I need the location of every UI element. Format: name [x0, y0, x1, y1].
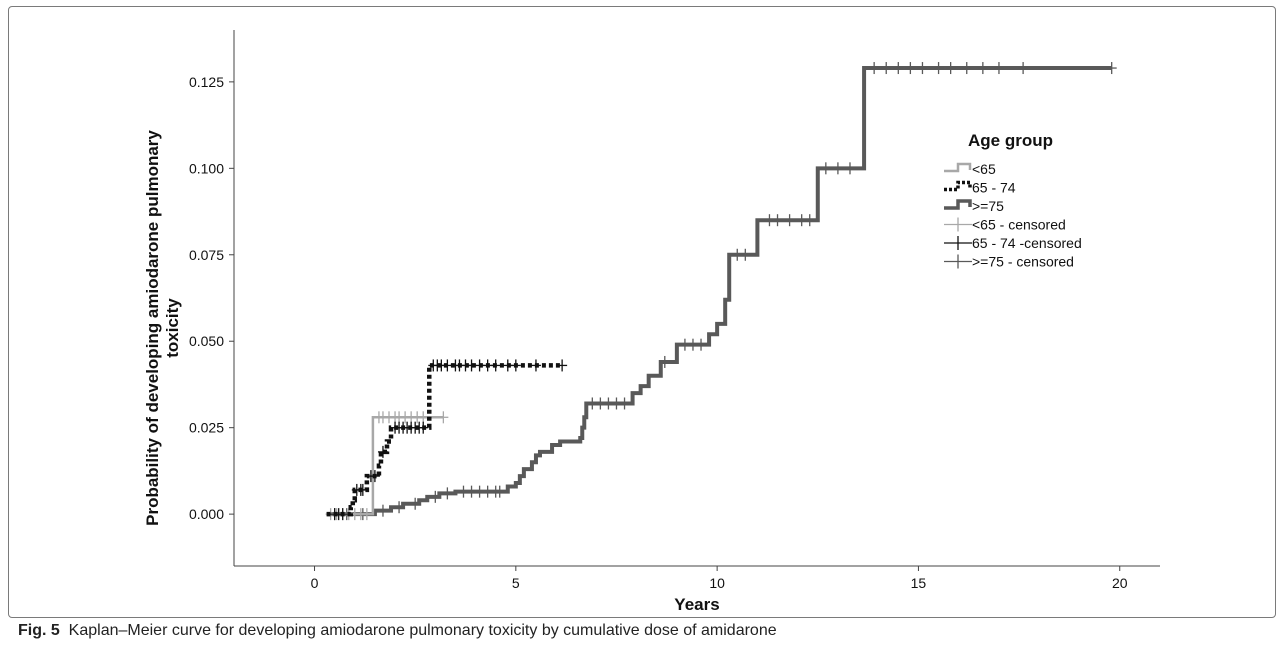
censor-mark-65-74	[557, 359, 568, 372]
legend-label: >=75 - censored	[972, 254, 1074, 270]
y-tick-label: 0.050	[189, 333, 224, 349]
y-tick-label: 0.100	[189, 160, 224, 176]
censor-mark-75	[993, 62, 1004, 75]
legend-swatch	[944, 199, 972, 210]
censor-mark-75	[832, 162, 843, 175]
legend-entry: <65	[944, 161, 996, 177]
censor-mark-65-74	[369, 470, 380, 483]
censor-mark-75	[740, 248, 751, 261]
y-tick-label: 0.075	[189, 247, 224, 263]
censor-mark-75	[659, 355, 670, 368]
legend: Age group <65 65 - 74 >=75 <65 - censored 65 …	[944, 131, 1082, 270]
y-axis-title-line1: Probability of developing amiodarone pul…	[143, 130, 162, 526]
censor-mark-75	[844, 162, 855, 175]
x-tick-label: 5	[512, 575, 520, 591]
censor-mark-75	[804, 214, 815, 227]
censor-mark-65	[438, 411, 449, 424]
censor-mark-75	[1106, 62, 1117, 75]
figure-caption: Fig. 5 Kaplan–Meier curve for developing…	[18, 622, 777, 640]
legend-label: <65	[972, 161, 996, 177]
censor-mark-75	[619, 397, 630, 410]
km-chart: 0 5 10 15 20 0.000 0.025 0.050 0.075 0.100 0.125 Ye…	[143, 30, 1160, 614]
legend-swatch	[944, 162, 972, 173]
censor-mark-75	[869, 62, 880, 75]
censor-mark-75	[772, 214, 783, 227]
censor-mark-75	[442, 487, 453, 500]
censor-mark-65-74	[490, 359, 501, 372]
x-tick-label: 20	[1112, 575, 1128, 591]
censor-mark-65-74	[418, 421, 429, 434]
legend-entry: 65 - 74 -censored	[944, 235, 1082, 251]
y-tick-label: 0.025	[189, 420, 224, 436]
curves	[325, 62, 1117, 521]
censor-mark-65-74	[377, 445, 388, 458]
censor-mark-75	[430, 490, 441, 503]
censor-mark-75	[881, 62, 892, 75]
y-tick-label: 0.125	[189, 74, 224, 90]
censor-mark-75	[784, 214, 795, 227]
y-tick-label: 0.000	[189, 506, 224, 522]
legend-label: 65 - 74	[972, 180, 1016, 196]
legend-label: <65 - censored	[972, 217, 1066, 233]
legend-entry: 65 - 74	[944, 180, 1016, 196]
legend-entry: >=75 - censored	[944, 254, 1074, 270]
series-line-65-74	[326, 363, 563, 517]
caption-label: Fig. 5	[18, 622, 60, 639]
censor-mark-65-74	[510, 359, 521, 372]
censor-mark-65	[361, 508, 372, 521]
x-tick-label: 0	[311, 575, 319, 591]
censor-mark-75	[945, 62, 956, 75]
legend-swatch	[944, 180, 972, 192]
x-axis-title: Years	[674, 595, 719, 614]
legend-title: Age group	[968, 131, 1053, 150]
censor-mark-75	[917, 62, 928, 75]
x-tick-label: 10	[709, 575, 725, 591]
censor-mark-75	[494, 485, 505, 498]
axes: 0 5 10 15 20 0.000 0.025 0.050 0.075 0.100 0.125 Ye…	[143, 30, 1160, 614]
x-tick-label: 15	[911, 575, 927, 591]
censor-mark-75	[961, 62, 972, 75]
censor-mark-75	[696, 338, 707, 351]
censor-mark-75	[377, 504, 388, 517]
figure-frame	[8, 6, 1276, 618]
legend-entry: <65 - censored	[944, 217, 1066, 233]
censor-mark-75	[933, 62, 944, 75]
censor-mark-75	[893, 62, 904, 75]
censor-mark-75	[820, 162, 831, 175]
censor-mark-75	[394, 501, 405, 514]
censor-mark-75	[977, 62, 988, 75]
censor-mark-65-74	[337, 508, 348, 521]
legend-label: >=75	[972, 198, 1004, 214]
legend-entry: >=75	[944, 198, 1004, 214]
caption-text: Kaplan–Meier curve for developing amioda…	[68, 622, 777, 639]
censor-mark-75	[905, 62, 916, 75]
censor-mark-65	[418, 411, 429, 424]
censor-mark-75	[410, 497, 421, 510]
legend-label: 65 - 74 -censored	[972, 235, 1082, 251]
censor-mark-75	[1018, 62, 1029, 75]
y-axis-title: Probability of developing amiodarone pul…	[143, 130, 182, 526]
y-axis-title-line2: toxicity	[163, 298, 182, 358]
censor-mark-65-74	[530, 359, 541, 372]
censor-mark-65-74	[357, 483, 368, 496]
